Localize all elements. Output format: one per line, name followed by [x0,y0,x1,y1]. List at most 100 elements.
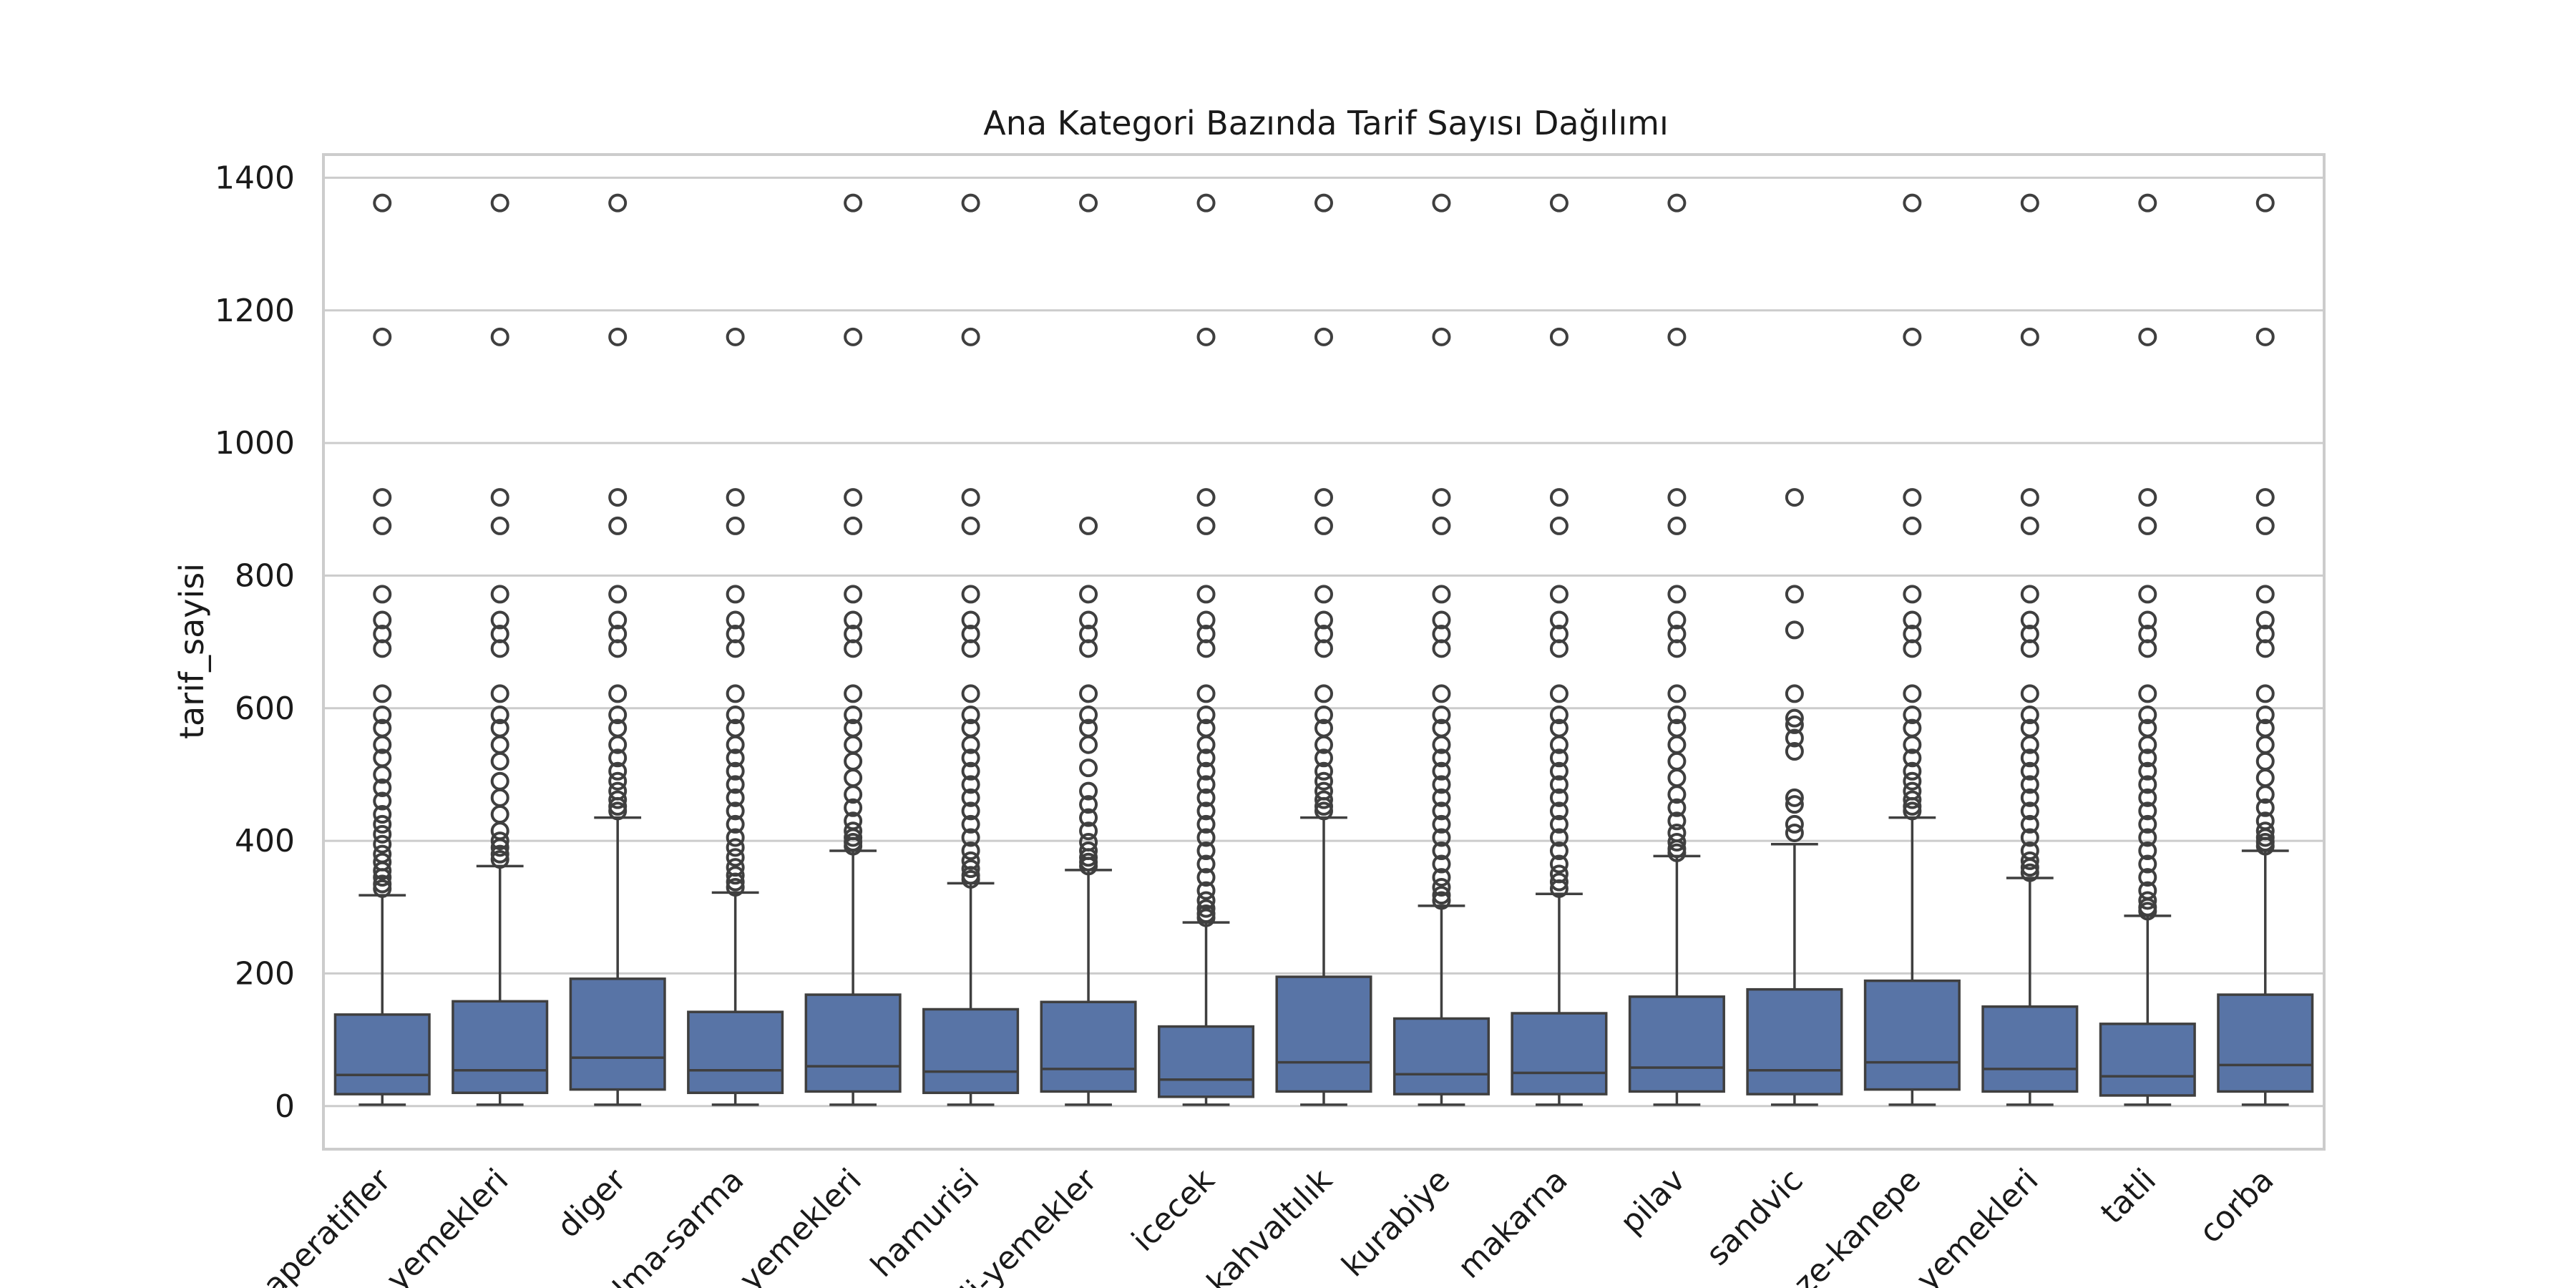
outlier-point [726,775,745,794]
outlier-point [1903,771,1922,791]
outlier-point [961,775,980,794]
outlier-point [726,848,745,867]
outlier-point [844,751,863,771]
outlier-point [1079,821,1098,841]
outlier-point [1432,801,1451,821]
outlier-point [1314,585,1333,604]
outlier-point [2255,327,2275,346]
outlier-point [1903,585,1922,604]
outlier-point [2138,902,2157,921]
y-tick-label: 1200 [215,293,295,329]
outlier-point [1196,908,1216,927]
box [804,993,902,1093]
outlier-point [2138,801,2157,821]
box-group [1511,892,1608,1106]
outlier-point [1903,488,1922,507]
y-tick-label: 0 [275,1088,295,1125]
box-group [804,849,902,1106]
outlier-point [844,610,863,630]
outlier-point [2020,828,2039,847]
outlier-point [1667,832,1687,852]
outlier-point [726,488,745,507]
outlier-point [726,684,745,703]
outlier-point [1196,801,1216,821]
box [1863,979,1961,1091]
outlier-point [2138,775,2157,794]
box [569,977,666,1091]
outlier-point [1432,735,1451,754]
outlier-point [2255,836,2275,856]
outlier-point [608,706,628,725]
box-group [1275,816,1372,1106]
outlier-point [1314,639,1333,658]
outlier-point [490,639,509,658]
outlier-point [490,516,509,535]
outlier-point [1785,488,1804,507]
outlier-point [1196,748,1216,768]
outlier-point [1667,327,1687,346]
box-group [1981,877,2079,1106]
outlier-point [1196,841,1216,860]
y-tick-label: 800 [235,557,295,594]
outlier-point [1785,742,1804,761]
outlier-point [1667,488,1687,507]
outlier-point [726,814,745,834]
outlier-point [2020,775,2039,794]
outlier-point [961,841,980,860]
outlier-point [1196,684,1216,703]
outlier-point [1549,814,1568,834]
outlier-point [2138,327,2157,346]
outlier-point [608,801,628,821]
outlier-point [2255,684,2275,703]
chart-title: Ana Kategori Bazında Tarif Sayısı Dağılı… [983,104,1669,142]
outlier-point [1079,808,1098,827]
outlier-point [373,193,392,213]
outlier-point [844,327,863,346]
outlier-point [1785,795,1804,814]
outlier-point [2020,193,2039,213]
outlier-point [373,868,392,887]
outlier-point [726,866,745,885]
outlier-point [1196,706,1216,725]
outlier-point [2138,639,2157,658]
outlier-point [608,748,628,768]
outlier-point [2020,761,2039,781]
outlier-point [1196,585,1216,604]
outlier-point [2138,841,2157,860]
box [1746,987,1843,1096]
outlier-point [1432,891,1451,910]
outlier-point [1549,610,1568,630]
outlier-point [1903,706,1922,725]
outlier-point [373,327,392,346]
outlier-point [961,814,980,834]
x-tick-label: kahvaltılık [1200,1161,1340,1288]
outlier-point [1667,843,1687,862]
outlier-point [844,706,863,725]
outlier-point [608,771,628,791]
outlier-point [961,516,980,535]
outlier-point [1667,785,1687,804]
outlier-point [490,850,509,869]
outlier-point [1549,879,1568,898]
outlier-point [373,488,392,507]
outlier-point [2138,748,2157,768]
outlier-point [1196,488,1216,507]
outlier-point [608,610,628,630]
outlier-point [2255,610,2275,630]
outlier-point [1667,811,1687,831]
x-tick-label: icecek [1125,1161,1222,1259]
plot-frame [322,153,2326,1151]
outlier-point [1549,854,1568,874]
outlier-point [961,735,980,754]
outlier-point [1196,814,1216,834]
outlier-point [1079,706,1098,725]
outlier-point [726,735,745,754]
outlier-point [1432,814,1451,834]
outlier-point [608,327,628,346]
outlier-point [1785,814,1804,834]
outlier-point [1196,193,1216,213]
outlier-point [1432,193,1451,213]
box-group [1628,854,1725,1106]
outlier-point [726,788,745,807]
